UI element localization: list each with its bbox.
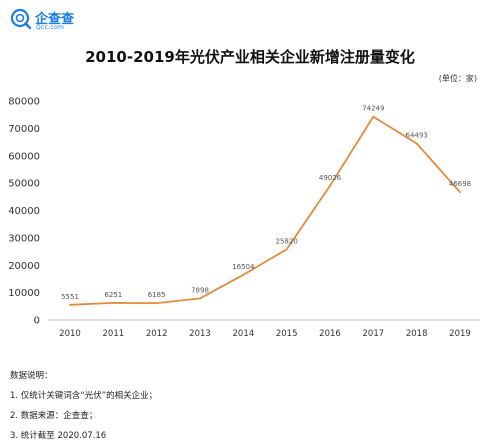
- x-tick-label: 2017: [363, 329, 385, 339]
- y-tick-label: 20000: [8, 261, 40, 272]
- data-label: 16504: [232, 263, 255, 271]
- note-item-1: 1. 仅统计关键词含“光伏”的相关企业；: [10, 391, 158, 401]
- logo-subtitle: Qcc.com: [36, 24, 65, 31]
- x-tick-label: 2013: [189, 329, 211, 339]
- data-label: 46698: [449, 180, 471, 188]
- unit-label: (单位：家): [438, 74, 477, 83]
- notes-heading: 数据说明：: [10, 371, 53, 381]
- y-tick-label: 50000: [8, 179, 40, 190]
- data-label: 25820: [276, 237, 298, 245]
- data-notes: 数据说明： 1. 仅统计关键词含“光伏”的相关企业； 2. 数据来源：企查查； …: [10, 366, 490, 446]
- data-label: 64493: [406, 131, 428, 139]
- y-tick-label: 60000: [8, 151, 40, 162]
- data-label: 49026: [319, 174, 342, 182]
- series-line: [69, 115, 461, 306]
- x-tick-label: 2019: [449, 329, 471, 339]
- y-tick-label: 30000: [8, 233, 40, 244]
- chart-title: 2010-2019年光伏产业相关企业新增注册量变化: [85, 48, 415, 66]
- data-label: 5551: [61, 293, 79, 301]
- x-tick-label: 2018: [406, 329, 428, 339]
- x-tick-label: 2010: [59, 329, 81, 339]
- y-tick-label: 80000: [8, 97, 40, 108]
- note-item-2: 2. 数据来源：企查查；: [10, 411, 98, 421]
- line-chart: 0 10000 20000 30000 40000 50000 60000 70000 8000…: [8, 97, 480, 339]
- data-label: 6185: [148, 291, 166, 299]
- x-tick-label: 2016: [319, 329, 341, 339]
- y-tick-label: 10000: [8, 288, 40, 299]
- qcc-logo: 企查查 Qcc.com: [10, 5, 100, 33]
- data-label: 6251: [104, 291, 122, 299]
- x-tick-label: 2014: [233, 329, 255, 339]
- y-tick-label: 40000: [8, 206, 40, 217]
- note-item-3: 3. 统计截至 2020.07.16: [10, 431, 107, 441]
- y-tick-label: 70000: [8, 124, 40, 135]
- data-label: 7898: [191, 286, 209, 294]
- logo-name: 企查查: [35, 12, 75, 27]
- x-tick-label: 2015: [276, 329, 298, 339]
- y-tick-label: 0: [34, 316, 40, 327]
- data-label: 74249: [362, 105, 384, 113]
- x-tick-label: 2012: [146, 329, 168, 339]
- x-tick-label: 2011: [103, 329, 125, 339]
- magnifier-logo-icon: [10, 8, 32, 30]
